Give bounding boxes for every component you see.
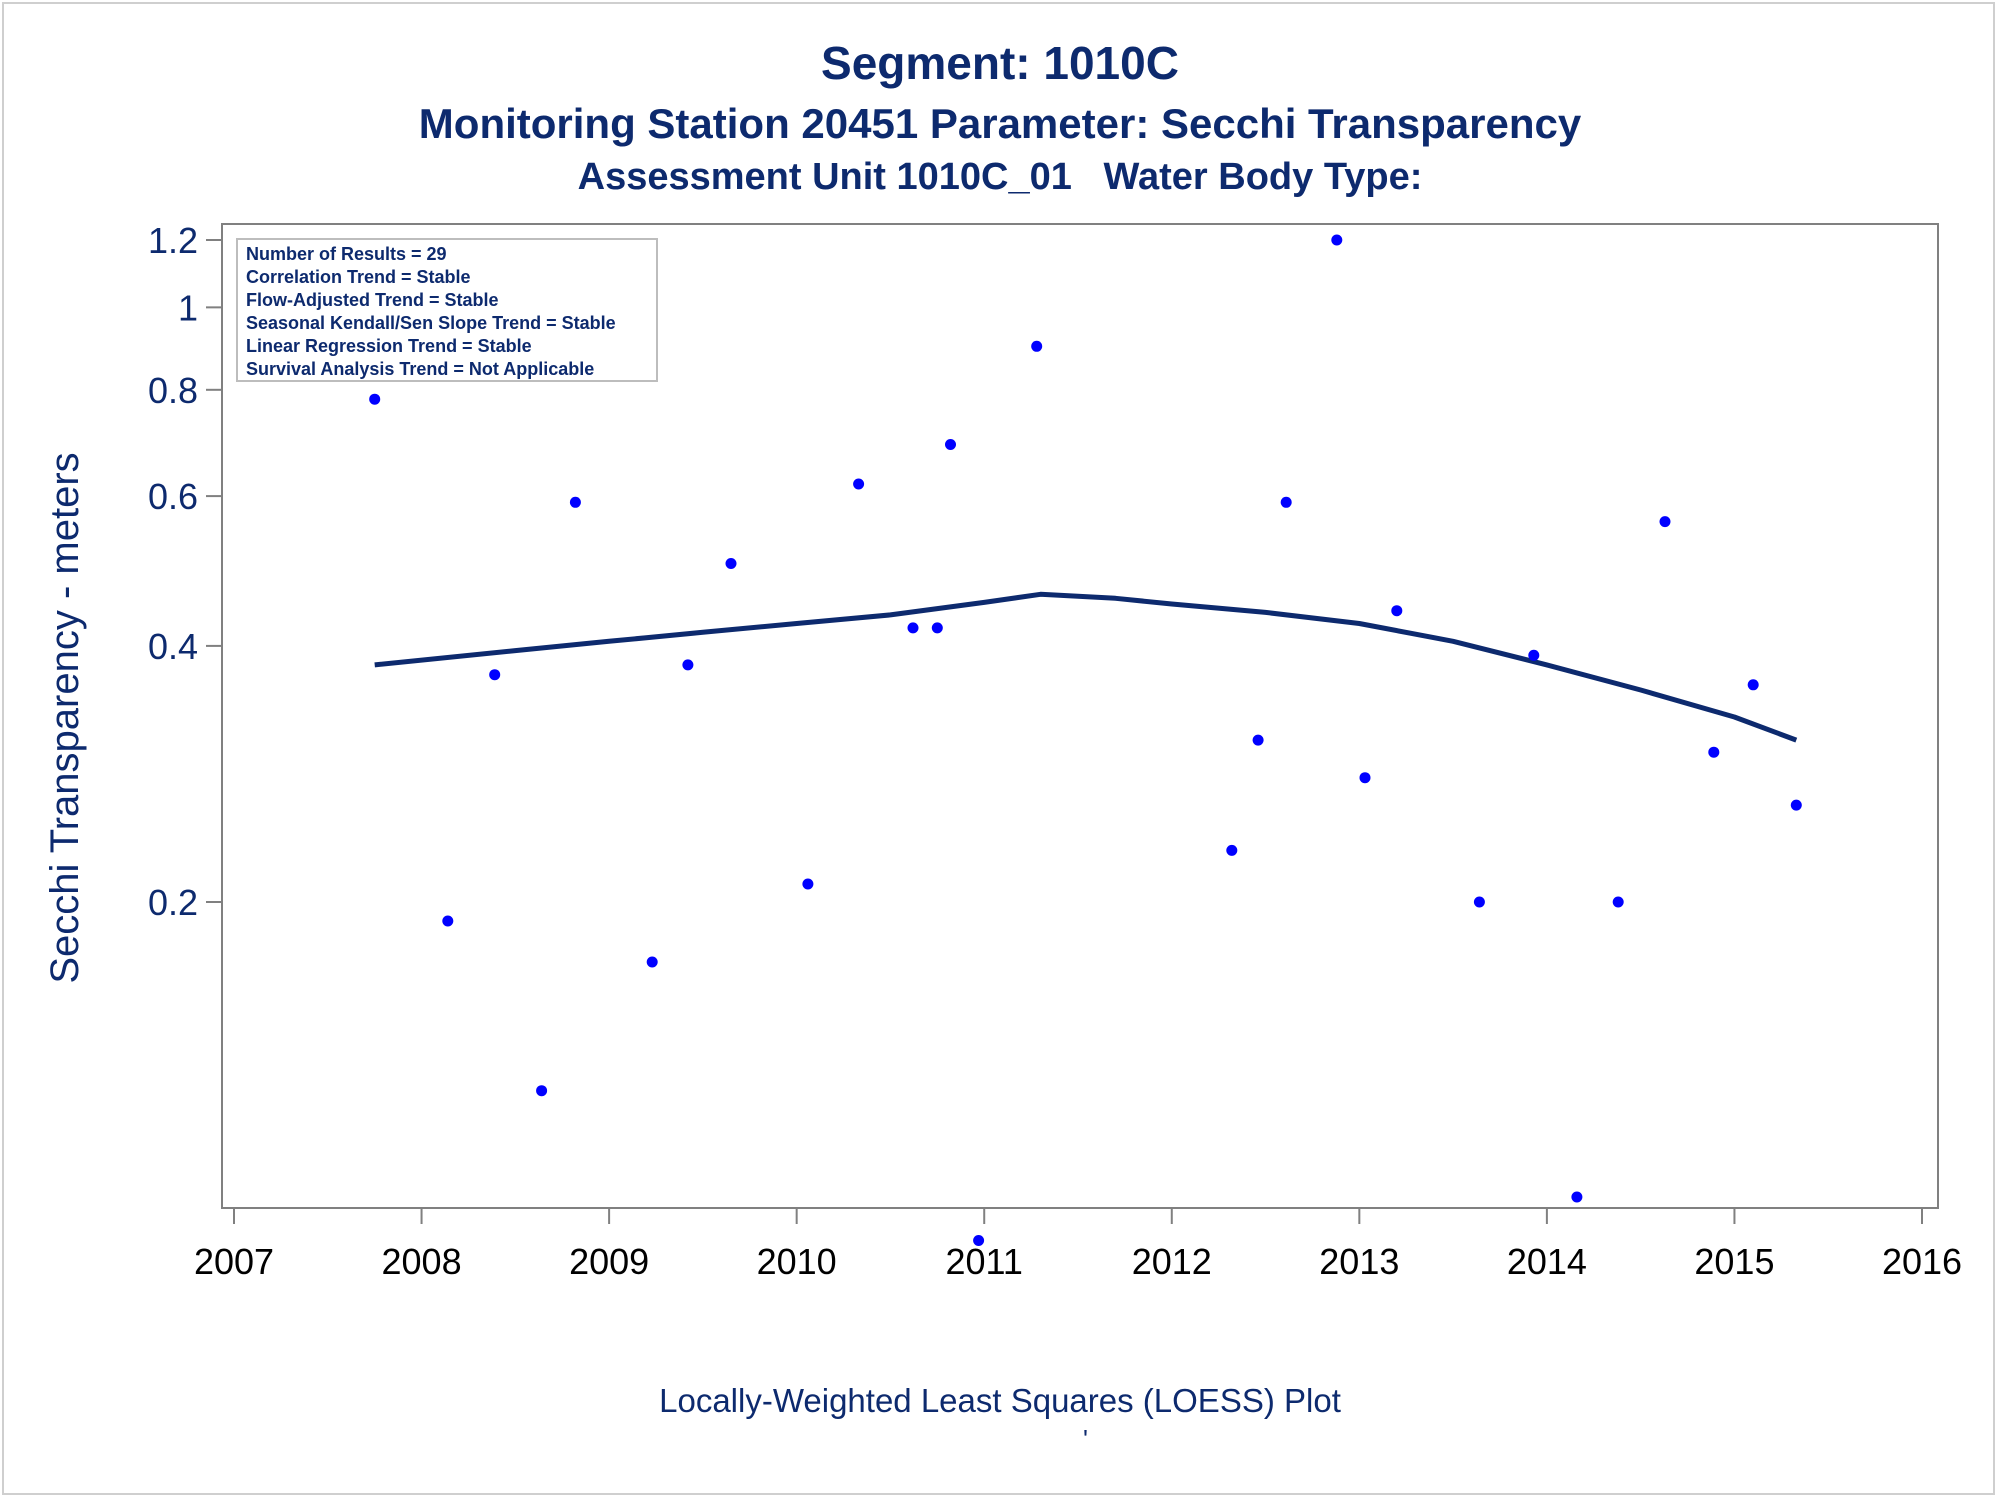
points-layer (369, 234, 1802, 1246)
x-tick-label: 2010 (757, 1241, 837, 1282)
stats-line: Flow-Adjusted Trend = Stable (246, 290, 499, 310)
trend-layer (374, 591, 1798, 743)
stats-box-frame (236, 238, 658, 382)
x-tick-label: 2014 (1507, 1241, 1587, 1282)
chart-subtitle-2: Assessment Unit 1010C_01 Water Body Type… (577, 156, 1423, 198)
chart-title: Segment: 1010C (821, 37, 1179, 89)
x-tick-label: 2016 (1882, 1241, 1962, 1282)
x-tick-label: 2015 (1694, 1241, 1774, 1282)
data-point (369, 393, 381, 405)
stats-line: Linear Regression Trend = Stable (246, 336, 532, 356)
data-point (489, 669, 501, 681)
footnote-mark: ' (1083, 1424, 1088, 1454)
data-point (725, 558, 737, 569)
data-point (1391, 605, 1403, 617)
y-tick-label: 0.6 (148, 476, 198, 517)
data-point (1226, 844, 1238, 856)
plot-area (221, 223, 1939, 1209)
x-tick-label: 2009 (569, 1241, 649, 1282)
stats-box: Number of Results = 29 Correlation Trend … (236, 238, 658, 382)
data-point (853, 478, 865, 490)
data-point (973, 1235, 985, 1246)
x-axis: 2007 2008 2009 2010 2011 2012 2013 2014 2015 2016 (194, 1208, 1962, 1282)
data-point (1747, 679, 1759, 691)
data-point (1359, 772, 1371, 784)
data-point (907, 622, 919, 634)
data-point (1280, 496, 1292, 508)
data-point (1252, 734, 1264, 746)
loess-trend-line (374, 591, 1798, 743)
y-axis: 0.2 0.4 0.6 0.8 1 1.2 (148, 220, 222, 923)
chart-subtitle: Monitoring Station 20451 Parameter: Secc… (418, 100, 1582, 147)
stats-line: Number of Results = 29 (246, 244, 447, 264)
chart-footnote: Locally-Weighted Least Squares (LOESS) P… (659, 1382, 1341, 1419)
stats-line: Correlation Trend = Stable (246, 267, 471, 287)
data-point (442, 915, 454, 927)
x-tick-label: 2007 (194, 1241, 274, 1282)
data-point (1708, 746, 1720, 758)
y-tick-label: 0.2 (148, 882, 198, 923)
y-tick-label: 0.8 (148, 370, 198, 411)
data-point (945, 439, 956, 450)
data-point (1790, 799, 1802, 811)
stats-line: Survival Analysis Trend = Not Applicable (246, 359, 594, 379)
x-tick-label: 2012 (1132, 1241, 1212, 1282)
data-point (1528, 649, 1540, 661)
data-point (802, 878, 814, 890)
stats-line: Seasonal Kendall/Sen Slope Trend = Stabl… (246, 313, 616, 333)
y-tick-label: 1 (178, 287, 198, 328)
data-point (1031, 340, 1043, 352)
data-point (1331, 234, 1343, 246)
y-axis-label: Secchi Transparency - meters (43, 452, 87, 983)
data-point (1659, 516, 1671, 528)
data-point (682, 659, 694, 671)
x-tick-label: 2013 (1319, 1241, 1399, 1282)
data-point (536, 1085, 548, 1097)
x-tick-label: 2011 (946, 1241, 1023, 1282)
y-tick-label: 0.4 (148, 626, 198, 667)
data-point (931, 622, 943, 634)
data-point (569, 496, 581, 508)
y-tick-label: 1.2 (148, 220, 198, 261)
data-point (1612, 896, 1624, 908)
data-point (646, 956, 658, 968)
x-tick-label: 2008 (382, 1241, 462, 1282)
data-point (1571, 1191, 1583, 1203)
data-point (1473, 896, 1485, 908)
